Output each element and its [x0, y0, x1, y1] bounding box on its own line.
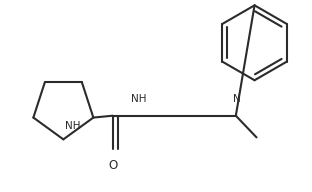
Text: N: N	[233, 94, 241, 104]
Text: O: O	[108, 159, 117, 172]
Text: NH: NH	[65, 121, 81, 131]
Text: NH: NH	[130, 94, 146, 104]
